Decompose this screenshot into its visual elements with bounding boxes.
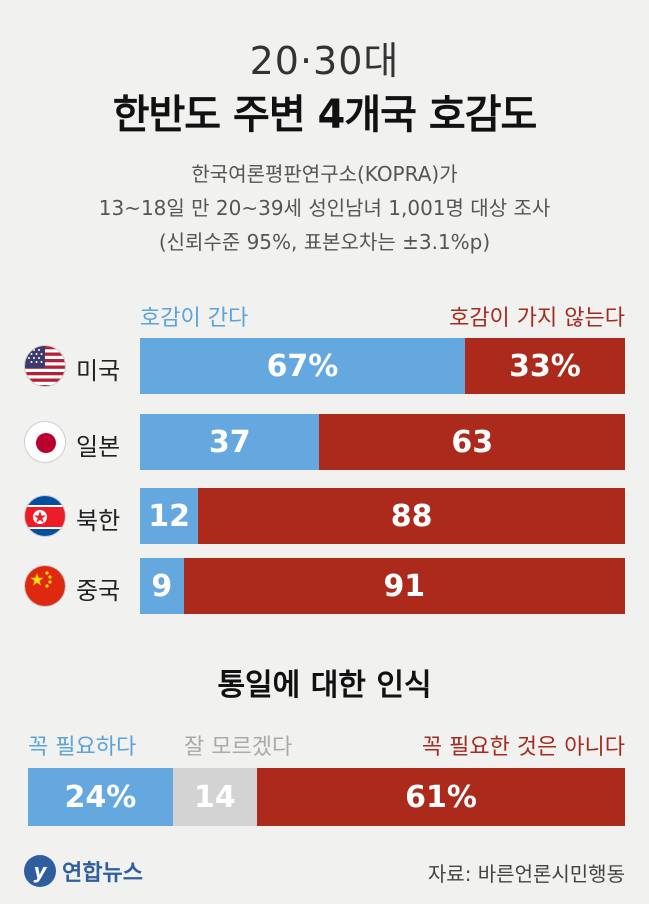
category-label: 일본 (76, 433, 121, 461)
bar-segment-not-necessary: 61% (257, 768, 625, 826)
bar-china: 9 91 (140, 558, 625, 614)
chart-title: 한반도 주변 4개국 호감도 (112, 92, 538, 138)
china-flag-icon (24, 565, 66, 607)
legend-unfavorable: 호감이 가지 않는다 (449, 306, 625, 331)
bar-japan: 37 63 (140, 414, 625, 470)
category-label: 중국 (76, 577, 121, 605)
bar-north-korea: 12 88 (140, 488, 625, 544)
bar-segment-necessary: 24% (28, 768, 173, 826)
bar-segment-unsure: 14 (172, 768, 258, 826)
subtitle-line-2: 13~18일 만 20~39세 성인남녀 1,001명 대상 조사 (98, 196, 551, 220)
subtitle-line-1: 한국여론평판연구소(KOPRA)가 (191, 162, 458, 186)
row-china: 중국 9 91 (0, 558, 649, 614)
bar-segment-unfavorable: 63 (319, 414, 625, 470)
row-north-korea: 북한 12 88 (0, 488, 649, 544)
category-label: 미국 (76, 357, 121, 385)
row-japan: 일본 37 63 (0, 414, 649, 470)
bar-segment-favorable: 67% (140, 338, 465, 394)
row-usa: 미국 67% 33% (0, 338, 649, 394)
bar-segment-favorable: 9 (140, 558, 184, 614)
source-credit: 자료: 바른언론시민행동 (427, 862, 625, 886)
legend-favorable: 호감이 간다 (140, 306, 249, 331)
logo-text: 연합뉴스 (62, 861, 143, 886)
title-line-1: 20·30대 (249, 39, 400, 83)
usa-flag-icon (24, 345, 66, 387)
yonhap-logo: y 연합뉴스 (24, 855, 143, 887)
bar-segment-favorable: 12 (140, 488, 199, 544)
subtitle-line-3: (신뢰수준 95%, 표본오차는 ±3.1%p) (158, 230, 491, 254)
legend-necessary: 꼭 필요하다 (28, 735, 137, 760)
bar-segment-favorable: 37 (140, 414, 320, 470)
bar-segment-unfavorable: 33% (464, 338, 625, 394)
bar-segment-unfavorable: 88 (198, 488, 625, 544)
japan-flag-icon (24, 421, 66, 463)
unification-title: 통일에 대한 인식 (217, 668, 432, 703)
bar-segment-unfavorable: 91 (183, 558, 625, 614)
legend-unsure: 잘 모르겠다 (184, 735, 293, 760)
north-korea-flag-icon (24, 495, 66, 537)
yonhap-logo-icon: y (24, 855, 56, 887)
bar-unification: 24% 14 61% (28, 768, 625, 826)
category-label: 북한 (76, 507, 121, 535)
bar-usa: 67% 33% (140, 338, 625, 394)
legend-not-necessary: 꼭 필요한 것은 아니다 (421, 735, 625, 760)
